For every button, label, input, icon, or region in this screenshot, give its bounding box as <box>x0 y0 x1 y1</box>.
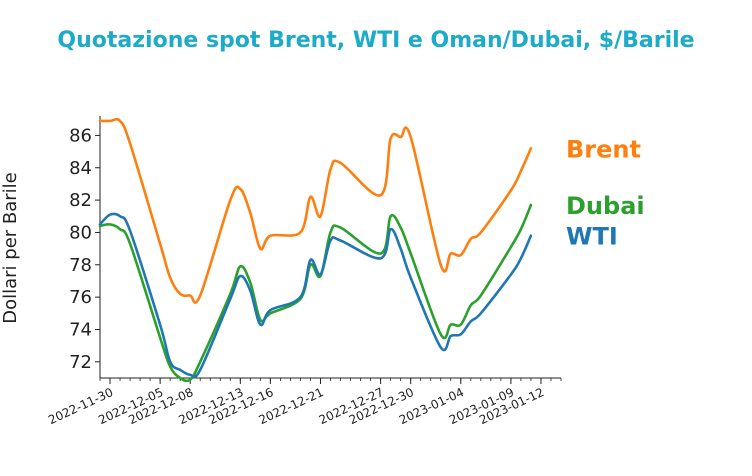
series-line-brent <box>98 117 533 304</box>
y-tick-label: 82 <box>69 190 92 211</box>
y-tick-label: 78 <box>69 255 92 276</box>
series-line-dubai <box>98 203 533 383</box>
series-label-brent: Brent <box>566 135 641 163</box>
series-label-wti: WTI <box>566 223 618 251</box>
y-tick-label: 80 <box>69 222 92 243</box>
y-tick-label: 86 <box>69 125 92 146</box>
series-line-wti <box>98 212 533 379</box>
y-tick-label: 74 <box>69 319 92 340</box>
y-tick-label: 84 <box>69 158 92 179</box>
chart-title: Quotazione spot Brent, WTI e Oman/Dubai,… <box>57 28 694 53</box>
series-label-dubai: Dubai <box>566 192 645 220</box>
y-tick-label: 76 <box>69 287 92 308</box>
plot-area: 72747678808284862022-11-302022-12-052022… <box>46 116 645 427</box>
y-tick-label: 72 <box>69 352 92 373</box>
y-axis-label: Dollari per Barile <box>0 172 21 324</box>
